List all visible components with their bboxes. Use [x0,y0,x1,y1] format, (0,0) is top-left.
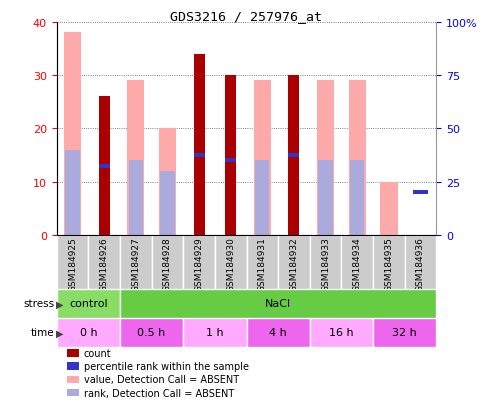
Text: GSM184929: GSM184929 [195,237,204,292]
Bar [160,172,175,235]
Text: GSM184930: GSM184930 [226,237,235,292]
Bar [246,235,278,289]
Text: control: control [69,299,107,309]
Text: ▶: ▶ [56,328,64,337]
Text: GSM184926: GSM184926 [100,237,108,292]
Text: percentile rank within the sample: percentile rank within the sample [84,361,249,371]
Bar [225,76,236,235]
Bar [278,235,310,289]
Bar [120,318,183,347]
Bar [317,81,334,235]
Bar [373,318,436,347]
Bar [57,235,88,289]
Text: GSM184935: GSM184935 [385,237,393,292]
Text: NaCl: NaCl [265,299,291,309]
Bar [183,318,246,347]
Bar [373,235,405,289]
Text: time: time [31,328,54,337]
Bar [246,318,310,347]
Bar [350,161,364,235]
Text: 0 h: 0 h [79,328,97,337]
Text: GSM184932: GSM184932 [289,237,298,292]
Bar [215,235,246,289]
Text: 0.5 h: 0.5 h [138,328,166,337]
Bar [310,318,373,347]
Bar [152,235,183,289]
Bar [194,154,205,158]
Bar [183,235,215,289]
Bar [341,235,373,289]
Bar [66,150,80,235]
Text: GSM184928: GSM184928 [163,237,172,292]
Bar [120,235,152,289]
Bar [255,161,270,235]
Bar [129,161,143,235]
Bar [99,164,109,169]
Text: count: count [84,348,111,358]
Bar [253,81,271,235]
Bar [194,55,205,235]
Bar [57,289,120,318]
Text: stress: stress [23,299,54,309]
Bar [405,235,436,289]
Bar [120,289,436,318]
Bar [64,33,81,235]
Bar [57,318,120,347]
Bar [127,81,144,235]
Bar [99,97,109,235]
Bar [288,154,299,158]
Text: GSM184927: GSM184927 [131,237,141,292]
Bar [413,191,427,195]
Text: rank, Detection Call = ABSENT: rank, Detection Call = ABSENT [84,388,234,398]
Text: GSM184934: GSM184934 [352,237,362,292]
Text: ▶: ▶ [56,299,64,309]
Bar [318,161,333,235]
Text: value, Detection Call = ABSENT: value, Detection Call = ABSENT [84,375,239,385]
Text: GSM184933: GSM184933 [321,237,330,292]
Bar [88,235,120,289]
Text: GSM184925: GSM184925 [68,237,77,292]
Text: 1 h: 1 h [206,328,224,337]
Text: 4 h: 4 h [269,328,287,337]
Bar [349,81,366,235]
Bar [380,182,397,235]
Text: GDS3216 / 257976_at: GDS3216 / 257976_at [171,10,322,23]
Text: GSM184936: GSM184936 [416,237,425,292]
Text: 32 h: 32 h [392,328,417,337]
Bar [159,129,176,235]
Bar [225,159,236,163]
Bar [310,235,341,289]
Bar [288,76,299,235]
Text: 16 h: 16 h [329,328,353,337]
Text: GSM184931: GSM184931 [258,237,267,292]
